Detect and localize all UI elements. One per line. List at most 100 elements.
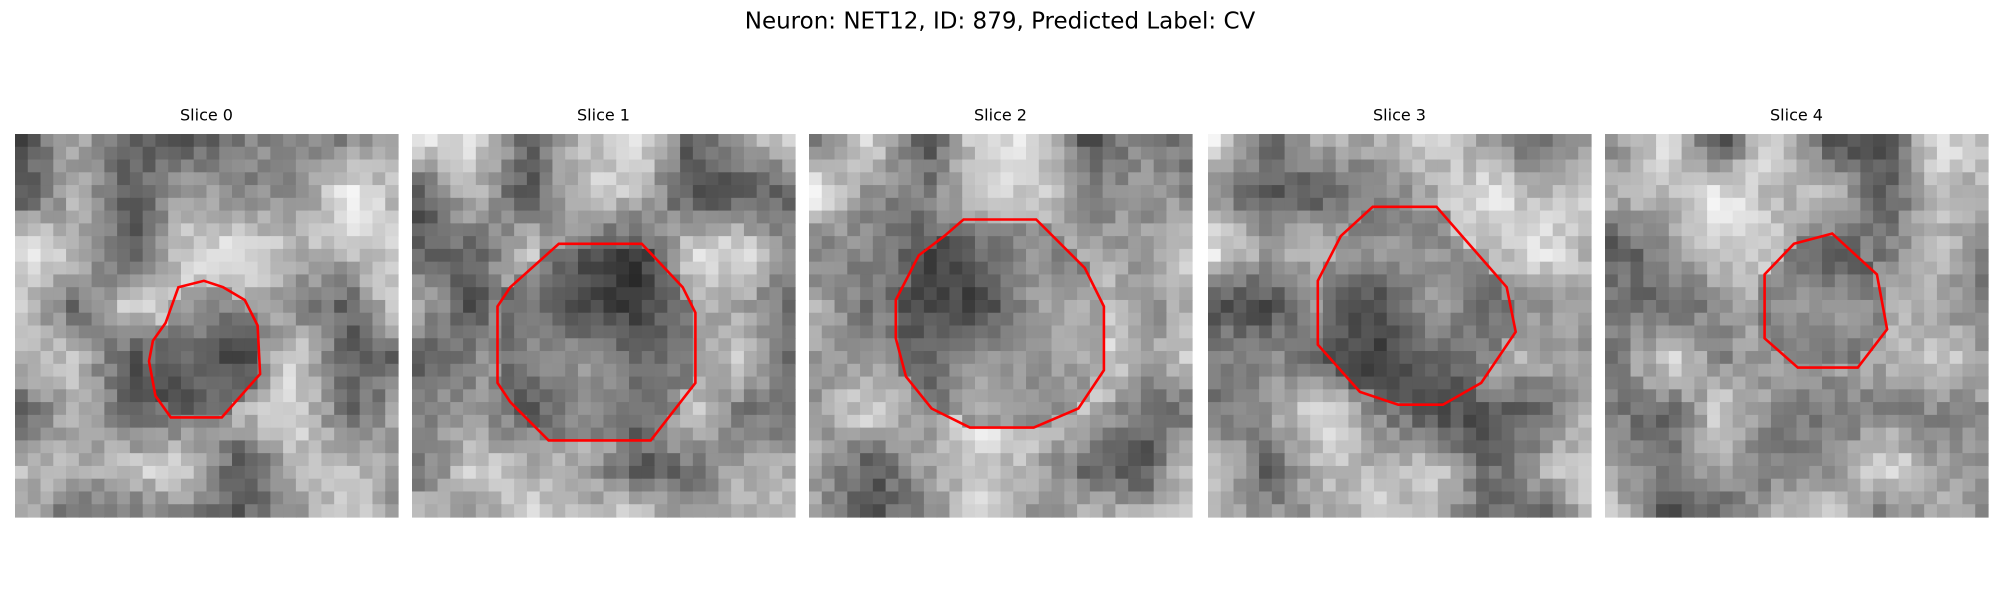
image-pixel: [1860, 504, 1874, 518]
image-pixel: [616, 338, 630, 352]
image-pixel: [1284, 210, 1298, 224]
image-pixel: [565, 427, 579, 441]
image-pixel: [1527, 504, 1541, 518]
image-pixel: [1425, 338, 1439, 352]
image-pixel: [168, 491, 182, 505]
image-pixel: [78, 440, 93, 454]
image-pixel: [936, 197, 951, 212]
image-pixel: [501, 440, 515, 454]
image-pixel: [1386, 248, 1401, 263]
image-pixel: [53, 223, 67, 237]
image-pixel: [1758, 402, 1772, 416]
image-pixel: [1064, 465, 1078, 480]
image-pixel: [15, 197, 29, 212]
image-pixel: [1166, 414, 1180, 429]
image-pixel: [78, 274, 93, 288]
image-pixel: [1911, 261, 1925, 276]
image-pixel: [590, 414, 605, 429]
image-pixel: [450, 159, 464, 173]
image-pixel: [1463, 427, 1477, 441]
image-pixel: [1643, 185, 1657, 199]
image-pixel: [1962, 274, 1976, 288]
image-pixel: [1051, 134, 1065, 148]
image-pixel: [1450, 453, 1464, 467]
image-pixel: [565, 223, 579, 237]
image-pixel: [1668, 465, 1683, 480]
image-pixel: [1026, 325, 1040, 339]
image-pixel: [1975, 185, 1989, 199]
image-pixel: [219, 453, 233, 467]
image-pixel: [1026, 478, 1040, 493]
image-pixel: [1488, 465, 1503, 480]
image-pixel: [1297, 274, 1311, 288]
image-pixel: [1038, 287, 1053, 301]
image-pixel: [577, 312, 592, 327]
image-pixel: [1450, 414, 1464, 429]
image-pixel: [219, 261, 233, 276]
image-pixel: [743, 159, 758, 173]
image-pixel: [1476, 402, 1490, 416]
image-pixel: [1630, 465, 1644, 480]
image-pixel: [1936, 274, 1951, 288]
image-pixel: [1514, 236, 1528, 250]
image-pixel: [1425, 274, 1439, 288]
image-pixel: [295, 376, 310, 390]
image-pixel: [1681, 351, 1695, 365]
image-pixel: [66, 325, 80, 339]
image-pixel: [821, 351, 836, 365]
image-pixel: [1501, 210, 1515, 224]
image-pixel: [372, 185, 386, 199]
image-pixel: [1077, 325, 1091, 339]
image-pixel: [385, 440, 399, 454]
image-pixel: [654, 210, 668, 224]
image-pixel: [1834, 491, 1849, 505]
image-pixel: [1297, 504, 1311, 518]
image-pixel: [1051, 172, 1065, 186]
image-pixel: [1643, 274, 1657, 288]
image-pixel: [1605, 389, 1619, 403]
image-pixel: [987, 465, 1002, 480]
image-pixel: [1153, 159, 1168, 173]
image-pixel: [1128, 402, 1142, 416]
image-pixel: [629, 325, 643, 339]
image-pixel: [53, 185, 67, 199]
image-pixel: [1707, 465, 1721, 480]
image-pixel: [1128, 185, 1142, 199]
image-pixel: [936, 312, 951, 327]
image-pixel: [334, 491, 348, 505]
image-pixel: [372, 261, 386, 276]
image-pixel: [974, 491, 989, 505]
image-pixel: [1834, 325, 1849, 339]
image-pixel: [1694, 414, 1708, 429]
image-pixel: [244, 478, 259, 493]
image-pixel: [1089, 223, 1104, 237]
image-pixel: [731, 440, 745, 454]
image-pixel: [1310, 197, 1324, 212]
image-pixel: [1233, 197, 1247, 212]
image-pixel: [1936, 427, 1951, 441]
image-pixel: [1026, 504, 1040, 518]
image-pixel: [168, 427, 182, 441]
image-pixel: [860, 440, 874, 454]
image-pixel: [1140, 197, 1155, 212]
image-pixel: [1552, 376, 1567, 390]
image-pixel: [1630, 389, 1644, 403]
image-pixel: [1140, 402, 1155, 416]
image-pixel: [91, 491, 105, 505]
image-pixel: [1656, 287, 1670, 301]
image-pixel: [142, 299, 157, 314]
image-pixel: [539, 504, 554, 518]
image-pixel: [1128, 453, 1142, 467]
image-pixel: [1488, 491, 1503, 505]
image-pixel: [949, 478, 963, 493]
image-pixel: [1246, 504, 1260, 518]
image-pixel: [667, 248, 681, 263]
image-pixel: [117, 325, 131, 339]
image-pixel: [437, 402, 451, 416]
image-pixel: [743, 491, 758, 505]
image-pixel: [1208, 248, 1222, 263]
image-pixel: [1527, 146, 1541, 161]
image-pixel: [949, 363, 963, 378]
image-pixel: [1539, 491, 1554, 505]
image-pixel: [1936, 210, 1951, 224]
